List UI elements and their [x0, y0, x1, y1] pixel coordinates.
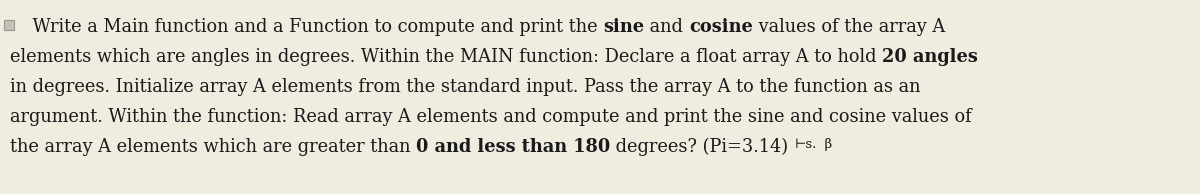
Text: argument. Within the function: Read array A elements and compute and print the s: argument. Within the function: Read arra…: [10, 108, 972, 126]
Text: in degrees. Initialize array A elements from the standard input. Pass the array : in degrees. Initialize array A elements …: [10, 78, 920, 96]
Text: 20 angles: 20 angles: [882, 48, 978, 66]
Text: the array A elements which are greater than: the array A elements which are greater t…: [10, 138, 416, 156]
Text: and: and: [644, 18, 689, 36]
Text: 0 and less than 180: 0 and less than 180: [416, 138, 611, 156]
Text: ⊢s.: ⊢s.: [794, 138, 816, 151]
Text: degrees? (Pi=3.14): degrees? (Pi=3.14): [611, 138, 794, 156]
Text: Write a Main function and a Function to compute and print the: Write a Main function and a Function to …: [10, 18, 604, 36]
Text: values of the array A: values of the array A: [752, 18, 946, 36]
Text: elements which are angles in degrees. Within the MAIN function: Declare a float : elements which are angles in degrees. Wi…: [10, 48, 882, 66]
Text: β: β: [816, 138, 833, 151]
Text: cosine: cosine: [689, 18, 752, 36]
Text: sine: sine: [604, 18, 644, 36]
